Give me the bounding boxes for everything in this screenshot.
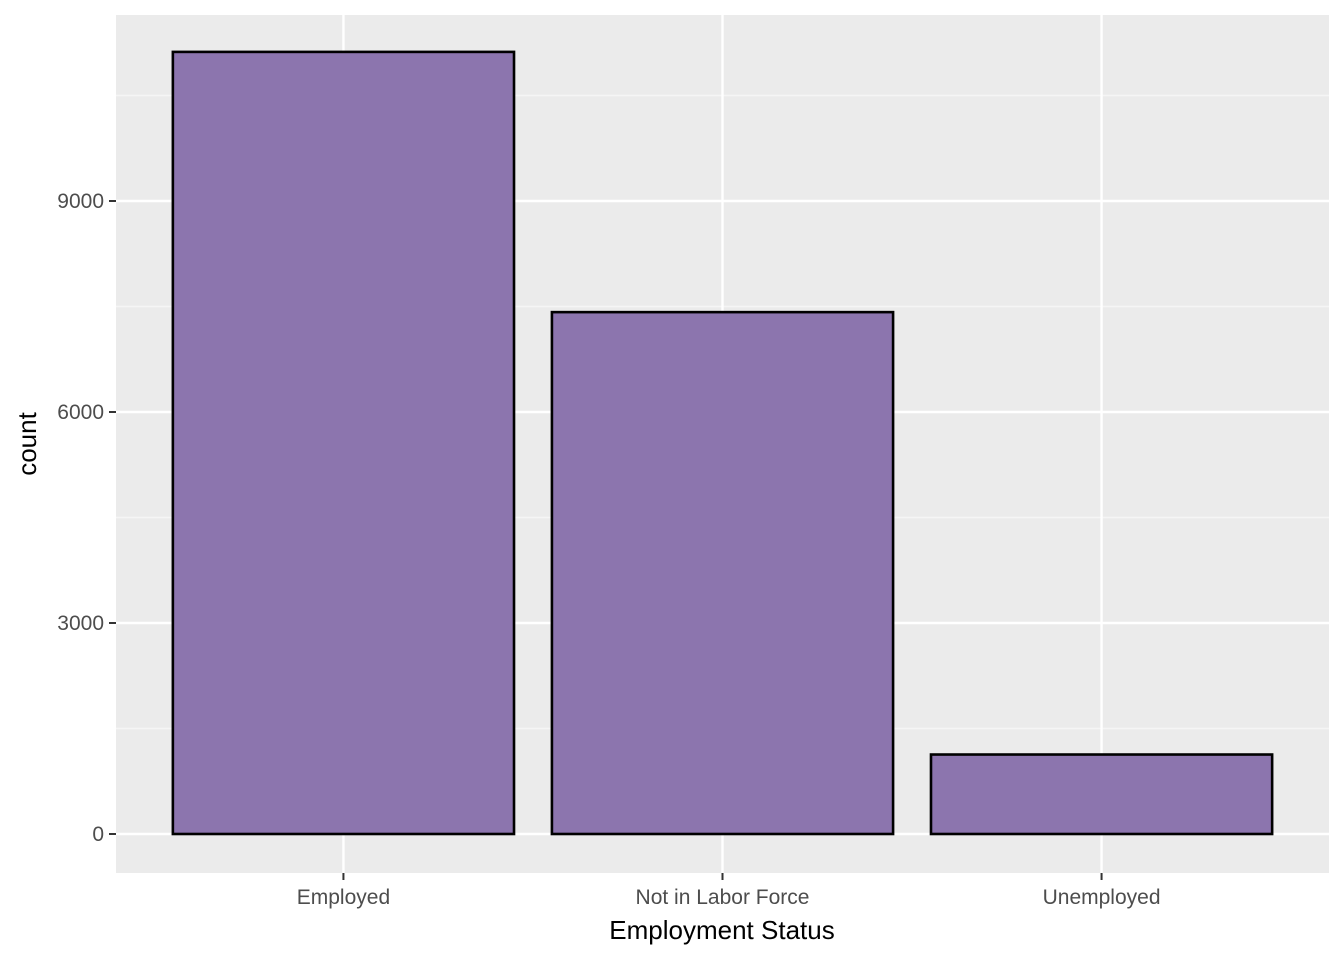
y-axis: 0 3000 6000 9000	[57, 190, 116, 846]
x-tick-label: Not in Labor Force	[636, 886, 810, 909]
y-axis-title: count	[12, 411, 42, 475]
y-tick-label: 6000	[57, 401, 104, 424]
x-tick-label: Employed	[297, 886, 390, 909]
y-tick-label: 0	[92, 823, 104, 846]
bar-not-in-labor-force	[550, 310, 895, 836]
x-tick-label: Unemployed	[1043, 886, 1161, 909]
x-axis: Employed Not in Labor Force Unemployed	[297, 873, 1161, 909]
y-tick-label: 9000	[57, 190, 104, 213]
bar-employed	[171, 50, 516, 836]
x-axis-title: Employment Status	[609, 915, 834, 945]
y-tick-label: 3000	[57, 612, 104, 635]
bar-unemployed	[929, 753, 1274, 836]
bars	[171, 50, 1274, 836]
